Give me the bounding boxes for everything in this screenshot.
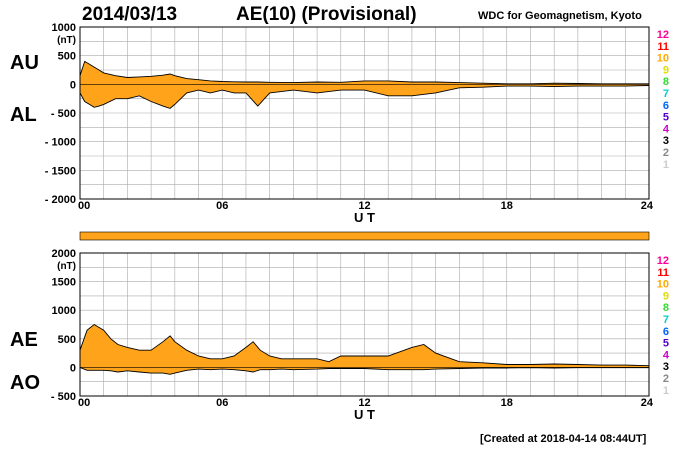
x-axis-label: U T: [354, 210, 375, 225]
y-tick-label: 1500: [52, 277, 76, 289]
station-count-label: 2: [663, 147, 669, 159]
y-tick-label: 1000: [52, 22, 76, 34]
station-count-label: 4: [663, 123, 670, 135]
ao-label: AO: [10, 372, 40, 394]
x-tick-label: 12: [358, 200, 370, 212]
x-tick-label: 06: [216, 397, 228, 409]
y-tick-label: 0: [70, 79, 76, 91]
station-count-label: 6: [663, 100, 669, 112]
station-count-label: 5: [663, 112, 669, 124]
x-tick-label: 18: [501, 200, 513, 212]
station-count-label: 9: [663, 290, 669, 302]
ae-label: AE: [10, 329, 38, 351]
x-tick-label: 00: [78, 397, 90, 409]
y-tick-label: 2000: [52, 248, 76, 260]
filled-area-ae-ao: [80, 324, 649, 375]
x-tick-label: 00: [78, 200, 90, 212]
station-count-label: 12: [657, 29, 669, 41]
created-timestamp: [Created at 2018-04-14 08:44UT]: [480, 433, 647, 445]
y-tick-label: 500: [58, 334, 76, 346]
station-count-label: 9: [663, 64, 669, 76]
unit-label: (nT): [57, 35, 76, 46]
station-count-label: 7: [663, 88, 669, 100]
plot-frame: [79, 252, 650, 397]
y-tick-label: 1000: [52, 305, 76, 317]
station-count-label: 10: [657, 279, 669, 291]
series-line-au: [79, 60, 649, 85]
station-count-label: 2: [663, 373, 669, 385]
station-count-label: 12: [657, 255, 669, 267]
station-count-label: 11: [657, 267, 669, 279]
x-tick-label: 24: [641, 397, 654, 409]
station-count-label: 11: [657, 41, 669, 53]
au-label: AU: [10, 52, 39, 74]
y-tick-label: - 1500: [45, 165, 76, 177]
station-count-label: 1: [663, 159, 669, 171]
al-label: AL: [10, 104, 37, 126]
y-tick-label: - 500: [51, 108, 76, 120]
station-count-label: 3: [663, 135, 669, 147]
station-count-label: 4: [663, 349, 670, 361]
series-line-ao: [79, 366, 649, 375]
station-count-label: 7: [663, 314, 669, 326]
chart-title: AE(10) (Provisional): [236, 4, 417, 25]
y-tick-label: - 500: [51, 391, 76, 403]
plot-frame: [79, 26, 650, 200]
x-tick-label: 06: [216, 200, 228, 212]
filled-area-au-al: [80, 61, 649, 109]
source-label: WDC for Geomagnetism, Kyoto: [478, 10, 642, 22]
station-count-label: 10: [657, 53, 669, 65]
y-tick-label: - 1000: [45, 137, 76, 149]
station-count-label: 6: [663, 326, 669, 338]
y-tick-label: 500: [58, 51, 76, 63]
data-coverage-bar: [79, 231, 650, 241]
unit-label: (nT): [57, 261, 76, 272]
station-count-label: 5: [663, 338, 669, 350]
x-tick-label: 18: [501, 397, 513, 409]
series-line-al: [79, 85, 650, 109]
station-count-label: 1: [663, 385, 669, 397]
date-label: 2014/03/13: [82, 4, 178, 25]
x-tick-label: 12: [358, 397, 370, 409]
station-count-label: 8: [663, 302, 669, 314]
series-line-ae: [79, 323, 650, 367]
station-count-label: 3: [663, 361, 669, 373]
station-count-label: 8: [663, 76, 669, 88]
y-tick-label: 0: [70, 362, 76, 374]
y-tick-label: - 2000: [45, 194, 76, 206]
x-tick-label: 24: [641, 200, 654, 212]
x-axis-label: U T: [354, 407, 375, 422]
